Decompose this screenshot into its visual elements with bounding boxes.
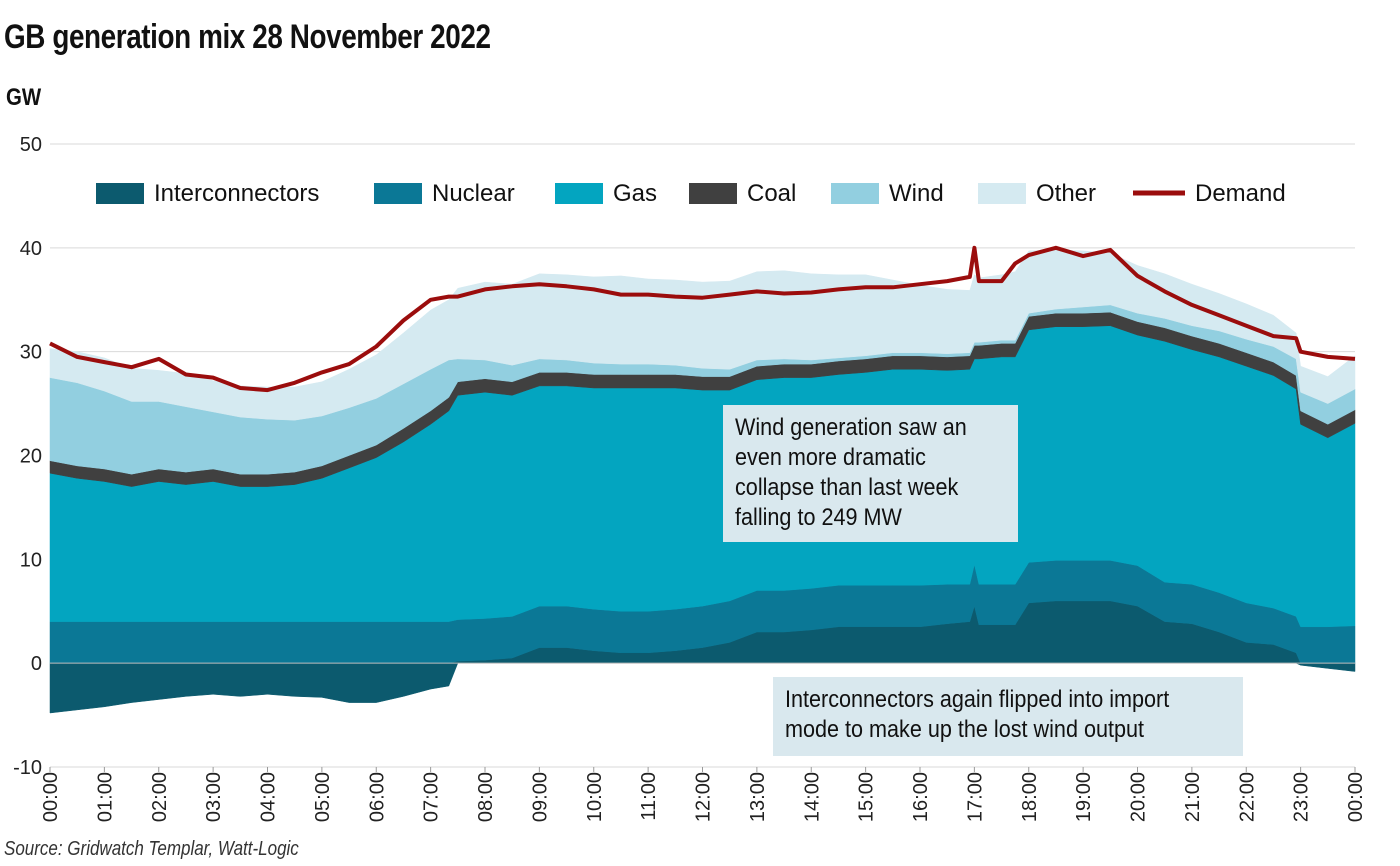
legend-label-gas: Gas [613, 180, 657, 207]
legend-swatch-coal [689, 183, 737, 204]
legend-swatch-interconnectors [96, 183, 144, 204]
y-tick-label: 10 [20, 549, 42, 571]
x-tick-label: 20:00 [1128, 772, 1150, 822]
legend-label-nuclear: Nuclear [432, 180, 515, 207]
legend-label-other: Other [1036, 180, 1096, 207]
y-tick-label: 0 [31, 653, 42, 675]
x-tick-label: 05:00 [312, 772, 334, 822]
x-tick-label: 10:00 [584, 772, 606, 822]
chart-title: GB generation mix 28 November 2022 [4, 18, 491, 56]
x-tick-label: 23:00 [1291, 772, 1313, 822]
x-tick-label: 19:00 [1073, 772, 1095, 822]
legend-label-coal: Coal [747, 180, 796, 207]
y-tick-label: 50 [20, 134, 42, 156]
legend-swatch-wind [831, 183, 879, 204]
x-tick-label: 09:00 [529, 772, 551, 822]
interconnectors-annotation: Interconnectors again flipped into impor… [773, 677, 1243, 756]
x-tick-label: 01:00 [94, 772, 116, 822]
y-tick-label: 40 [20, 238, 42, 260]
x-tick-label: 14:00 [801, 772, 823, 822]
y-axis-unit-label: GW [6, 84, 42, 111]
x-tick-label: 02:00 [149, 772, 171, 822]
y-tick-label: -10 [13, 757, 42, 779]
x-tick-label: 06:00 [366, 772, 388, 822]
x-tick-label: 03:00 [203, 772, 225, 822]
wind-annotation-text: Wind generation saw an even more dramati… [735, 414, 967, 531]
legend-swatch-gas [555, 183, 603, 204]
x-tick-label: 12:00 [693, 772, 715, 822]
legend-label-interconnectors: Interconnectors [154, 180, 319, 207]
source-note: Source: Gridwatch Templar, Watt-Logic [4, 838, 299, 860]
demand-line [49, 245, 1356, 393]
x-tick-label: 00:00 [1345, 772, 1367, 822]
x-tick-label: 21:00 [1182, 772, 1204, 822]
wind-annotation: Wind generation saw an even more dramati… [723, 405, 1018, 542]
legend-label-demand: Demand [1195, 180, 1286, 207]
x-tick-label: 17:00 [964, 772, 986, 822]
y-tick-label: 20 [20, 446, 42, 468]
x-tick-label: 22:00 [1236, 772, 1258, 822]
x-tick-label: 16:00 [910, 772, 932, 822]
legend-label-wind: Wind [889, 180, 944, 207]
x-tick-label: 07:00 [421, 772, 443, 822]
x-tick-label: 11:00 [638, 772, 660, 821]
area-other [49, 249, 1356, 421]
y-tick-label: 30 [20, 342, 42, 364]
x-tick-label: 13:00 [747, 772, 769, 822]
x-tick-label: 15:00 [856, 772, 878, 822]
x-tick-label: 08:00 [475, 772, 497, 822]
interconnectors-annotation-text: Interconnectors again flipped into impor… [785, 686, 1170, 743]
x-tick-label: 00:00 [40, 772, 62, 822]
legend-swatch-other [978, 183, 1026, 204]
x-tick-label: 04:00 [258, 772, 280, 822]
legend-swatch-nuclear [374, 183, 422, 204]
x-tick-label: 18:00 [1019, 772, 1041, 822]
